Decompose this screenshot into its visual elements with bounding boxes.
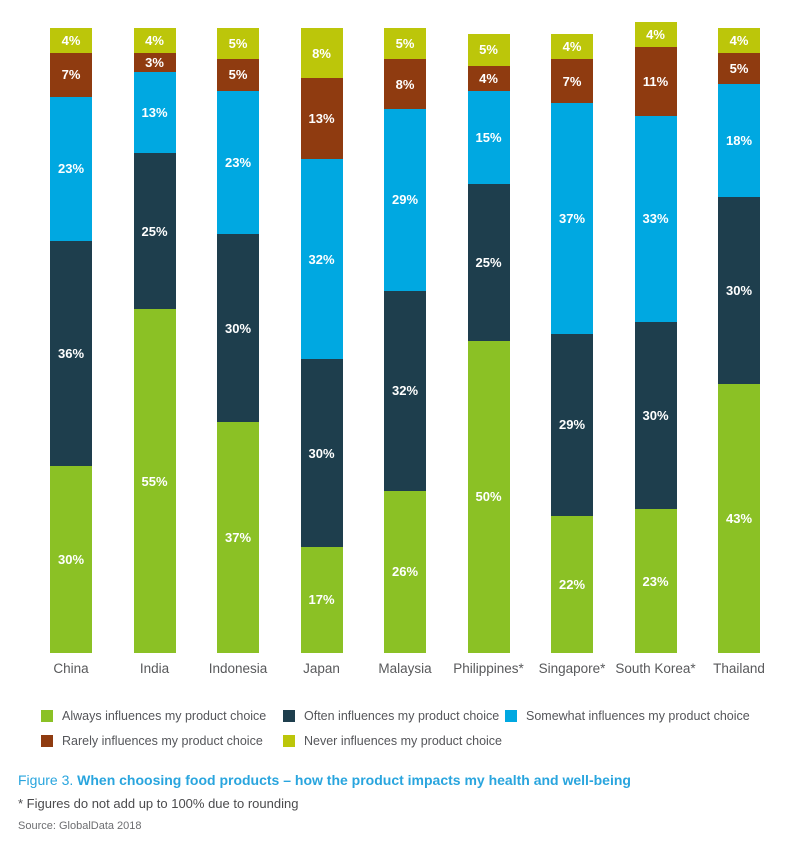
category-label-cell: Indonesia	[209, 661, 268, 676]
bar-segment: 30%	[634, 321, 677, 510]
category-label: India	[139, 660, 170, 676]
bars-row: 4% 7% 23% 36% 30% 4% 3% 13% 25% 55% 5% 5% 23% 30% 37% 8…	[50, 21, 760, 653]
bar-segment: 7%	[50, 53, 92, 97]
bar-segment: 18%	[718, 84, 760, 197]
bar-segment: 4%	[718, 28, 760, 53]
legend-label-rarely: Rarely influences my product choice	[62, 733, 263, 748]
category-label: China	[53, 660, 89, 676]
bar-segment: 33%	[634, 115, 677, 322]
bar-segment: 30%	[718, 196, 760, 385]
legend-item-always: Always influences my product choice	[41, 708, 267, 723]
legend-item-somewhat: Somewhat influences my product choice	[505, 708, 750, 723]
bar-segment: 4%	[467, 65, 510, 91]
bar-south-korea: 4% 11% 33% 30% 23%	[634, 21, 677, 653]
bar-segment: 13%	[133, 71, 176, 153]
bar-segment: 17%	[300, 546, 343, 653]
legend-swatch-often	[283, 709, 295, 722]
bar-segment: 43%	[718, 384, 760, 653]
bar-segment: 13%	[300, 78, 343, 160]
category-label: Thailand	[713, 660, 765, 676]
bar-segment: 5%	[384, 28, 426, 60]
bar-segment: 3%	[133, 53, 176, 72]
bar-segment: 26%	[384, 490, 426, 653]
legend-item-never: Never influences my product choice	[283, 733, 503, 748]
bar-segment: 23%	[50, 96, 92, 241]
bar-philippines: 5% 4% 15% 25% 50%	[467, 34, 510, 653]
legend-swatch-somewhat	[505, 709, 517, 722]
bar-indonesia: 5% 5% 23% 30% 37%	[217, 28, 259, 653]
bar-segment: 37%	[551, 103, 593, 335]
bar-segment: 4%	[50, 28, 92, 53]
bar-segment: 36%	[50, 240, 92, 466]
figure-number: Figure 3.	[18, 772, 74, 788]
category-label: Indonesia	[208, 660, 268, 676]
category-label-cell: Philippines*	[453, 661, 524, 676]
bar-india: 4% 3% 13% 25% 55%	[133, 28, 176, 653]
bar-segment: 23%	[634, 509, 677, 653]
bar-segment: 4%	[551, 34, 593, 60]
stacked-bar-chart: 4% 7% 23% 36% 30% 4% 3% 13% 25% 55% 5% 5% 23% 30% 37% 8…	[0, 21, 794, 683]
bar-singapore: 4% 7% 37% 29% 22%	[551, 34, 593, 653]
bar-segment: 30%	[300, 359, 343, 547]
legend-label-always: Always influences my product choice	[62, 708, 267, 723]
category-label-cell: South Korea*	[615, 661, 695, 676]
category-label-cell: Thailand	[713, 661, 765, 676]
legend-label-somewhat: Somewhat influences my product choice	[526, 708, 750, 723]
bar-segment: 5%	[217, 59, 259, 91]
bar-segment: 11%	[634, 46, 677, 116]
bar-segment: 30%	[217, 234, 259, 422]
category-label: Malaysia	[378, 660, 432, 676]
category-labels-row: China India Indonesia Japan Malaysia Philippi…	[0, 653, 794, 683]
bar-segment: 23%	[217, 90, 259, 235]
bar-segment: 29%	[551, 334, 593, 516]
category-label-cell: Malaysia	[378, 661, 431, 676]
bar-segment: 5%	[217, 28, 259, 60]
bar-japan: 8% 13% 32% 30% 17%	[300, 28, 343, 653]
legend-swatch-never	[283, 734, 295, 747]
legend-swatch-always	[41, 709, 53, 722]
figure-title: When choosing food products – how the pr…	[73, 772, 631, 788]
bar-segment: 8%	[300, 28, 343, 78]
category-label-cell: Japan	[301, 661, 343, 676]
source-line: Source: GlobalData 2018	[18, 820, 142, 832]
bar-segment: 25%	[133, 153, 176, 310]
bar-segment: 32%	[300, 159, 343, 360]
bar-segment: 30%	[50, 465, 92, 653]
figure-caption: Figure 3. When choosing food products – …	[18, 772, 631, 788]
bar-segment: 29%	[384, 109, 426, 291]
bar-thailand: 4% 5% 18% 30% 43%	[718, 28, 760, 653]
legend-label-often: Often influences my product choice	[304, 708, 500, 723]
bar-segment: 8%	[384, 59, 426, 110]
category-label: Philippines*	[453, 660, 524, 676]
bar-segment: 50%	[467, 340, 510, 653]
bar-segment: 22%	[551, 515, 593, 653]
category-label: Japan	[303, 660, 340, 676]
legend-label-never: Never influences my product choice	[304, 733, 503, 748]
legend-swatch-rarely	[41, 734, 53, 747]
bar-segment: 55%	[133, 309, 176, 653]
bar-segment: 5%	[467, 34, 510, 66]
bar-segment: 4%	[133, 28, 176, 53]
legend-item-rarely: Rarely influences my product choice	[41, 733, 263, 748]
footnote: * Figures do not add up to 100% due to r…	[18, 796, 299, 811]
category-label: South Korea*	[615, 660, 696, 676]
bar-segment: 32%	[384, 290, 426, 491]
bar-segment: 25%	[467, 184, 510, 341]
bar-china: 4% 7% 23% 36% 30%	[50, 28, 92, 653]
bar-segment: 4%	[634, 21, 677, 47]
category-label-cell: India	[134, 661, 176, 676]
bar-segment: 7%	[551, 59, 593, 103]
category-label: Singapore*	[538, 660, 606, 676]
category-label-cell: Singapore*	[539, 661, 606, 676]
bar-segment: 5%	[718, 53, 760, 85]
bar-segment: 37%	[217, 421, 259, 653]
category-label-cell: China	[50, 661, 92, 676]
bar-segment: 15%	[467, 90, 510, 185]
legend-item-often: Often influences my product choice	[283, 708, 500, 723]
bar-malaysia: 5% 8% 29% 32% 26%	[384, 28, 426, 653]
